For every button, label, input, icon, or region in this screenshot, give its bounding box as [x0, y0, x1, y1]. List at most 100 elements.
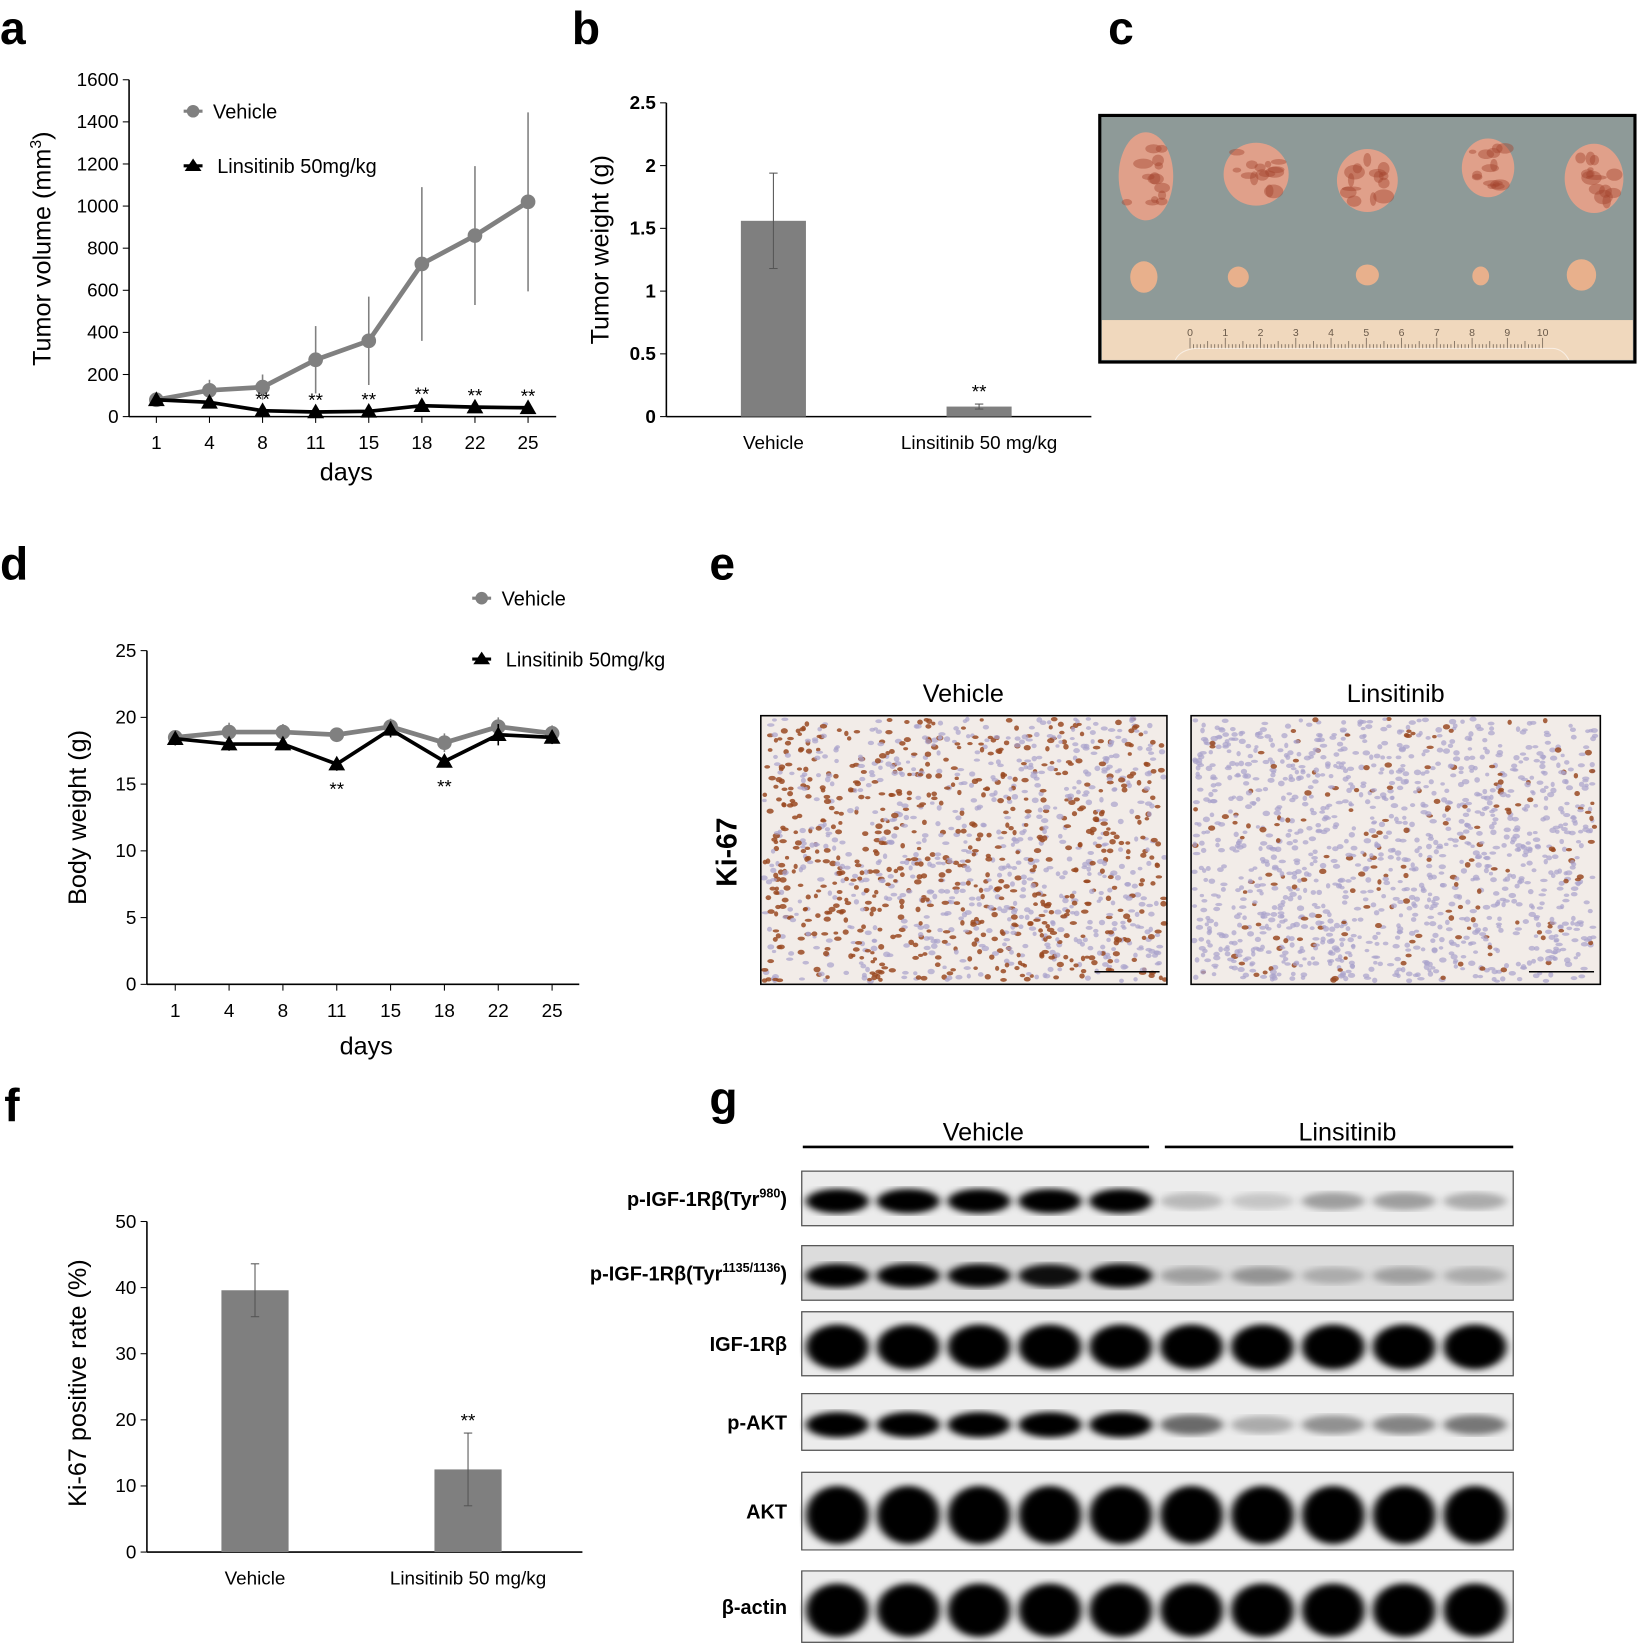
tumor-vessel [1490, 158, 1498, 172]
cell-nucleus [1242, 890, 1248, 894]
cell-nucleus [1371, 763, 1377, 768]
cell-nucleus [897, 895, 902, 900]
cell-nucleus [1129, 808, 1135, 815]
cell-nucleus [855, 940, 863, 945]
cell-nucleus [1331, 733, 1338, 737]
cell-nucleus [1018, 766, 1025, 772]
cell-nucleus [981, 945, 990, 952]
cell-nucleus [951, 739, 957, 744]
x-tick-label: 11 [306, 433, 326, 454]
blot-band [805, 1583, 869, 1637]
cell-nucleus [1086, 866, 1092, 872]
cell-nucleus [1235, 888, 1241, 893]
blot-row [801, 1170, 1514, 1227]
cell-nucleus [890, 934, 896, 940]
cell-nucleus [1474, 855, 1481, 860]
cell-nucleus [1000, 931, 1006, 936]
cell-nucleus [857, 763, 866, 769]
cell-nucleus [1022, 943, 1029, 949]
cell-nucleus [1327, 960, 1333, 966]
cell-nucleus [1059, 730, 1065, 735]
cell-nucleus [1289, 976, 1296, 981]
cell-nucleus [1306, 825, 1313, 831]
cell-nucleus [1578, 781, 1585, 787]
cell-nucleus [825, 938, 833, 943]
cell-nucleus [902, 970, 909, 975]
cell-nucleus [1006, 863, 1011, 868]
cell-nucleus [1069, 904, 1074, 909]
blot-band [1089, 1263, 1153, 1288]
cell-nucleus [1334, 957, 1343, 962]
cell-nucleus [1019, 894, 1027, 899]
cell-nucleus [861, 891, 866, 896]
cell-nucleus [1372, 934, 1378, 940]
cell-nucleus [1092, 721, 1099, 726]
tumor-vessel [1588, 183, 1605, 195]
cell-nucleus [1558, 880, 1565, 886]
cell-nucleus [1084, 901, 1092, 905]
cell-nucleus [985, 872, 990, 878]
cell-nucleus [1200, 907, 1208, 913]
cell-nucleus [931, 743, 936, 747]
cell-nucleus [911, 767, 917, 772]
cell-nucleus [1148, 926, 1153, 933]
cell-nucleus [962, 865, 971, 869]
blot-band [805, 1263, 869, 1288]
blot-label-end: ) [780, 1263, 787, 1285]
cell-nucleus [1255, 788, 1263, 793]
cell-nucleus [817, 727, 822, 732]
x-tick-label: 22 [464, 433, 485, 454]
cell-nucleus [963, 929, 970, 933]
tumor-vessel [1363, 152, 1372, 167]
blot-band [1160, 1583, 1224, 1637]
chart-b-ylabel: Tumor weight (g) [587, 155, 615, 344]
cell-nucleus [1388, 813, 1395, 819]
cell-nucleus [1005, 946, 1013, 951]
cell-nucleus [1354, 863, 1362, 867]
cell-nucleus [1117, 818, 1124, 825]
cell-nucleus [1139, 909, 1145, 914]
cell-nucleus [1023, 744, 1031, 751]
cell-nucleus [1378, 821, 1386, 828]
cell-nucleus [1255, 922, 1262, 927]
cell-nucleus [1110, 900, 1116, 906]
cell-nucleus [957, 789, 962, 796]
cell-nucleus [875, 719, 883, 724]
blot-group-linsitinib: Linsitinib [1298, 1119, 1396, 1147]
cell-nucleus [1509, 840, 1516, 845]
cell-nucleus [1098, 890, 1104, 896]
cell-nucleus [780, 825, 786, 830]
cell-nucleus [1400, 960, 1407, 966]
cell-nucleus [1335, 761, 1342, 765]
cell-nucleus [1290, 922, 1297, 928]
cell-nucleus [852, 780, 860, 784]
cell-nucleus [1068, 799, 1076, 805]
cell-nucleus [891, 833, 898, 839]
data-point-vehicle [308, 352, 324, 368]
blot-row [801, 1393, 1514, 1451]
cell-nucleus [1093, 932, 1099, 938]
cell-nucleus [1341, 920, 1347, 925]
cell-nucleus [1368, 827, 1376, 834]
cell-nucleus [1322, 909, 1331, 914]
cell-nucleus [1413, 896, 1421, 902]
cell-nucleus [1016, 837, 1024, 842]
cell-nucleus [1570, 886, 1579, 891]
cell-nucleus [1520, 863, 1526, 868]
cell-nucleus [1002, 942, 1007, 947]
cell-nucleus [821, 932, 829, 936]
cell-nucleus [1147, 933, 1155, 940]
cell-nucleus [1431, 899, 1436, 904]
cell-nucleus [1102, 755, 1110, 761]
cell-nucleus [1341, 900, 1348, 905]
cell-nucleus [1063, 824, 1072, 829]
cell-nucleus [773, 845, 780, 852]
cell-nucleus [1347, 937, 1354, 943]
cell-nucleus [1292, 758, 1299, 763]
cell-nucleus [1192, 800, 1200, 805]
cell-nucleus [826, 911, 833, 915]
cell-nucleus [1122, 965, 1129, 969]
cell-nucleus [885, 882, 891, 887]
cell-nucleus [774, 886, 779, 891]
cell-nucleus [1559, 838, 1565, 845]
